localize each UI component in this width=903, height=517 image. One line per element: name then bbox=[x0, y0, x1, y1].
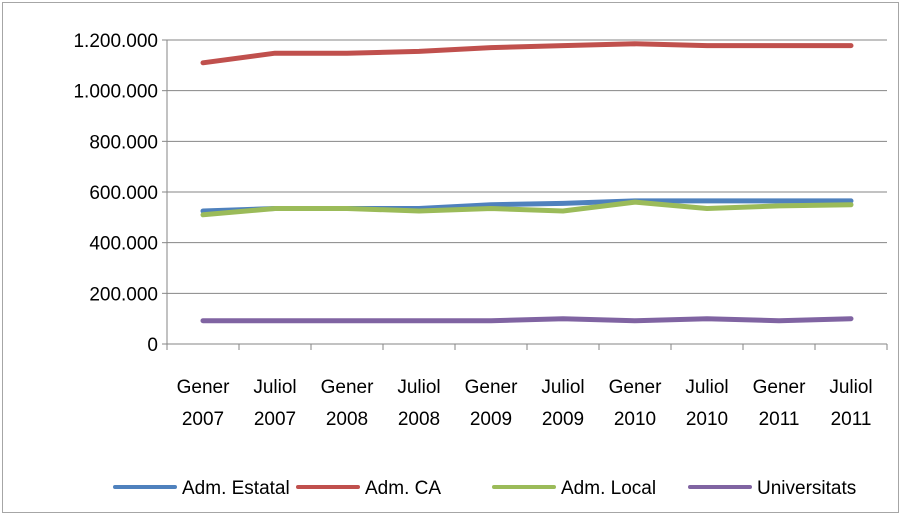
x-tick-label: Juliol bbox=[685, 377, 728, 398]
x-tick-label: Juliol bbox=[397, 377, 440, 398]
x-tick-label: Gener bbox=[465, 377, 518, 398]
series-line-adm-local bbox=[200, 199, 854, 218]
gridlines bbox=[167, 39, 887, 294]
x-tick-label: 2011 bbox=[831, 409, 872, 430]
x-tick-label: Juliol bbox=[253, 377, 296, 398]
y-tick-label: 1.200.000 bbox=[73, 31, 158, 52]
x-tick-label: Gener bbox=[753, 377, 806, 398]
y-tick-label: 600.000 bbox=[89, 183, 158, 204]
x-tick-label: 2011 bbox=[759, 409, 800, 430]
x-tick-label: 2010 bbox=[686, 409, 728, 430]
series-lines bbox=[200, 41, 854, 324]
series-line-adm-ca bbox=[200, 41, 854, 66]
y-tick-label: 400.000 bbox=[89, 234, 158, 255]
x-tick-label: 2007 bbox=[182, 409, 224, 430]
legend-label: Adm. Estatal bbox=[182, 478, 290, 499]
legend-label: Adm. Local bbox=[561, 478, 656, 499]
x-tick-label: 2008 bbox=[326, 409, 368, 430]
x-tick-label: Gener bbox=[609, 377, 662, 398]
x-tick-label: 2007 bbox=[254, 409, 296, 430]
y-tick-label: 0 bbox=[147, 335, 158, 356]
x-tick-label: 2008 bbox=[398, 409, 440, 430]
x-tick-label: Juliol bbox=[541, 377, 584, 398]
y-tick-label: 800.000 bbox=[89, 132, 158, 153]
legend-label: Adm. CA bbox=[365, 478, 441, 499]
x-tick-label: Gener bbox=[321, 377, 374, 398]
x-tick-label: 2009 bbox=[542, 409, 584, 430]
axes bbox=[162, 39, 888, 350]
x-tick-label: Gener bbox=[177, 377, 230, 398]
legend: Adm. Estatal Adm. CA Adm. Local Universitat… bbox=[113, 478, 856, 499]
x-axis-tick-labels: Gener 2007 Juliol 2007 Gener 2008 Juliol 2008 Ge… bbox=[177, 377, 873, 430]
y-tick-label: 1.000.000 bbox=[73, 82, 158, 103]
x-tick-label: Juliol bbox=[829, 377, 872, 398]
y-tick-label: 200.000 bbox=[89, 284, 158, 305]
x-tick-label: 2009 bbox=[470, 409, 512, 430]
y-axis-tick-labels: 0 200.000 400.000 600.000 800.000 1.000.000 1.… bbox=[73, 31, 158, 356]
series-line-universitats bbox=[200, 316, 854, 324]
x-tick-label: 2010 bbox=[614, 409, 656, 430]
legend-label: Universitats bbox=[757, 478, 856, 499]
